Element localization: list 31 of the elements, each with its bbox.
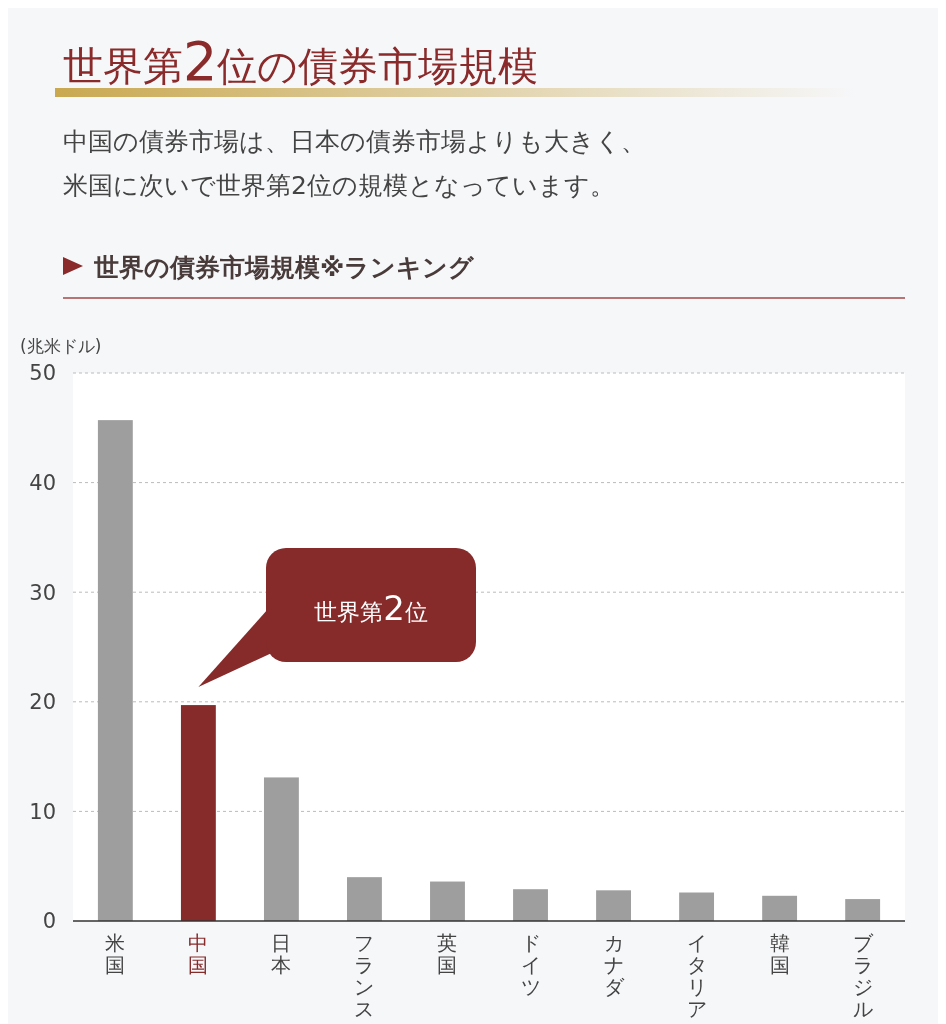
x-tick-label: 韓国	[769, 931, 790, 977]
y-tick-label: 20	[29, 690, 56, 715]
x-tick-label: ドイツ	[520, 931, 541, 999]
x-tick-label: 米国	[105, 931, 126, 977]
bar	[430, 881, 465, 921]
annotation: 世界第2位	[314, 588, 428, 628]
bar	[97, 420, 133, 921]
y-tick-label: 30	[29, 580, 56, 605]
y-tick-label: 10	[29, 799, 56, 824]
x-tick-label: 英国	[437, 931, 458, 977]
y-tick-label: 0	[42, 909, 56, 934]
text: 世界の債券市場規模※ランキング	[93, 253, 476, 282]
bar	[845, 899, 881, 921]
bar	[180, 705, 216, 921]
x-tick-label: イタリア	[686, 931, 707, 1021]
bar	[596, 890, 631, 921]
bar	[263, 777, 299, 921]
x-tick-label: フランス	[354, 931, 375, 1021]
bar	[347, 877, 382, 921]
y-axis-title: (兆米ドル)	[20, 336, 102, 356]
x-tick-label: 中国	[188, 931, 209, 977]
bar	[513, 889, 548, 921]
x-tick-label: カナダ	[603, 931, 625, 999]
y-tick-label: 50	[29, 361, 56, 386]
chart-title: 世界第2位の債券市場規模	[63, 30, 539, 93]
y-tick-label: 40	[29, 470, 56, 495]
bar	[679, 892, 715, 921]
chart-subtitle: 中国の債券市場は、日本の債券市場よりも大きく、米国に次いで世界第2位の規模となっています。	[63, 127, 646, 200]
x-tick-label: 日本	[271, 931, 292, 977]
x-tick-label: ブラジル	[852, 931, 874, 1021]
bar	[762, 895, 798, 921]
